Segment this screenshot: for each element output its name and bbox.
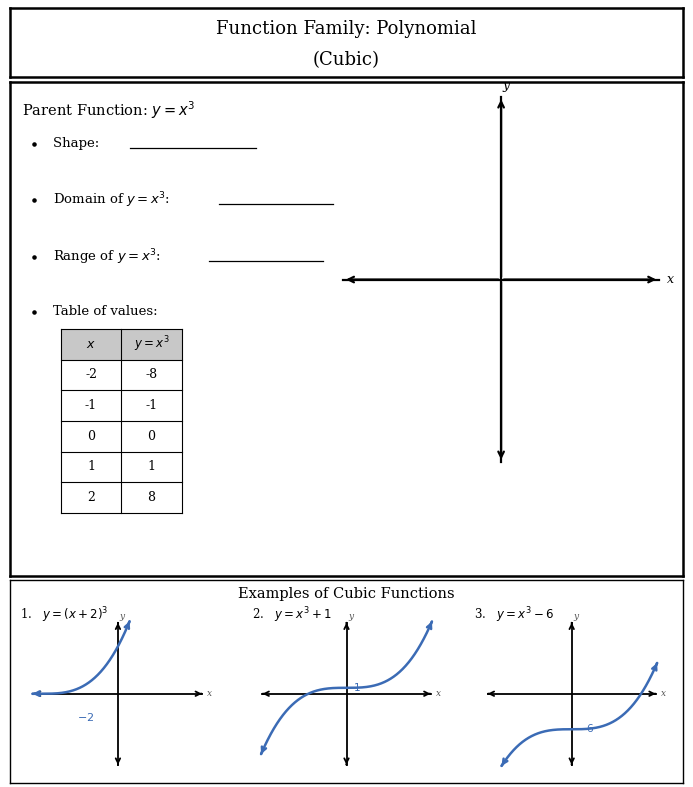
Text: 0: 0 [87,430,95,443]
Text: x: x [667,273,674,286]
Text: y: y [573,611,578,621]
Text: Domain of $y = x^3$:: Domain of $y = x^3$: [53,190,171,210]
Text: 1: 1 [148,460,155,473]
Text: -1: -1 [85,399,97,412]
Text: -1: -1 [146,399,157,412]
Text: Parent Function: $y = x^3$: Parent Function: $y = x^3$ [22,99,196,121]
Text: 3.   $y = x^3 - 6$: 3. $y = x^3 - 6$ [474,605,554,625]
Text: 1: 1 [87,460,95,473]
Text: $-6$: $-6$ [579,722,595,733]
Bar [61,329,182,360]
Text: y: y [348,611,353,621]
Text: x: x [436,689,441,698]
Text: x: x [661,689,666,698]
Text: -2: -2 [85,368,97,382]
Text: 0: 0 [148,430,155,443]
Text: -8: -8 [146,368,157,382]
Text: Range of $y = x^3$:: Range of $y = x^3$: [53,247,162,267]
Text: 1.   $y = (x + 2)^3$: 1. $y = (x + 2)^3$ [21,605,109,625]
Text: Table of values:: Table of values: [53,305,157,318]
Text: 2: 2 [87,491,95,504]
Text: y: y [119,611,125,621]
Text: 8: 8 [148,491,155,504]
Text: x: x [207,689,213,698]
Text: 2.   $y = x^3 + 1$: 2. $y = x^3 + 1$ [252,605,332,625]
Text: Function Family: Polynomial: Function Family: Polynomial [216,20,477,38]
Text: (Cubic): (Cubic) [313,51,380,68]
Text: $x$: $x$ [86,338,96,351]
Text: Shape:: Shape: [53,137,103,150]
Text: y: y [503,79,510,92]
Text: $y = x^3$: $y = x^3$ [134,334,169,354]
Text: $-2$: $-2$ [78,711,95,723]
Text: $1$: $1$ [353,682,361,693]
Text: Examples of Cubic Functions: Examples of Cubic Functions [238,587,455,601]
